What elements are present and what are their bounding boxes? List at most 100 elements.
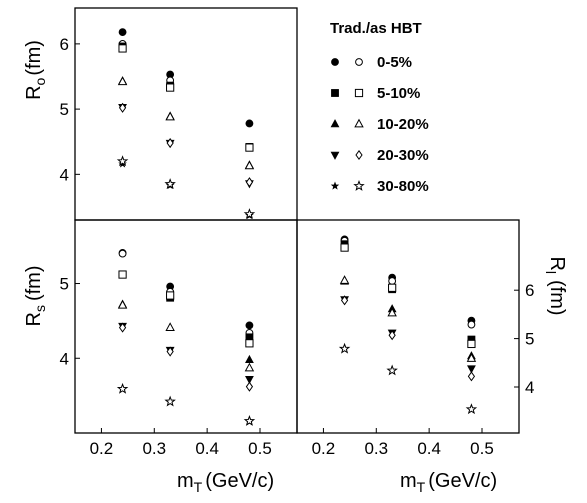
legend-ashbt-20-30pct-marker (355, 149, 363, 161)
rs-x-tick-label: 0.2 (90, 439, 114, 458)
rl-ashbt-10-20pct-point (339, 275, 350, 284)
rs-ashbt-20-30pct-point (118, 322, 127, 333)
ro-ashbt-20-30pct-point (166, 137, 174, 149)
rs-ashbt-5-10pct-point (245, 339, 254, 348)
ro-ashbt-10-20pct-point (117, 76, 128, 86)
rl-y-tick-label: 4 (525, 378, 534, 397)
rs-ashbt-20-30pct-point (166, 346, 174, 357)
ro-ashbt-30-80pct-point (164, 178, 176, 189)
rs-y-tick-label: 5 (60, 275, 69, 294)
rs-ashbt-0-5pct-point (118, 249, 127, 258)
rs-x-axis-title-main: m (177, 470, 194, 492)
legend-label-0-5pct: 0-5% (377, 54, 412, 71)
rl-axis-title: Rl (fm) (543, 256, 568, 315)
rs-axis-title-unit: (fm) (23, 266, 45, 302)
ro-axis-title-main: R (23, 85, 45, 99)
rs-ashbt-20-30pct-point (245, 381, 254, 392)
rl-ashbt-20-30pct-point (340, 295, 349, 306)
rl-y-tick-label: 5 (525, 330, 534, 349)
rs-trad-0-5pct-point (245, 321, 254, 330)
ro-y-tick-label: 5 (60, 100, 69, 119)
rl-axis-title-main: R (546, 256, 568, 270)
legend-trad-0-5pct-marker (331, 58, 339, 66)
rs-axis-title-sub: s (32, 305, 48, 312)
rl-x-axis-title-sub: T (417, 479, 426, 495)
panel-ro-frame (74, 7, 298, 221)
legend: Trad./as HBT 0-5% 5-10% 10-20% 20-30% 30-80% (330, 20, 429, 195)
ro-ashbt-10-20pct-point (244, 160, 255, 170)
rl-x-axis-title-main: m (400, 470, 417, 492)
rs-x-tick-label: 0.5 (248, 439, 272, 458)
rs-axis-title-main: R (23, 312, 45, 326)
rl-ashbt-30-80pct-point (386, 364, 398, 376)
rl-ashbt-30-80pct-point (338, 342, 351, 354)
ro-y-tick-label: 6 (60, 35, 69, 54)
rl-ashbt-20-30pct-point (467, 371, 476, 382)
ro-y-tick-label: 4 (60, 165, 69, 184)
ro-axis-title: Ro(fm) (23, 40, 48, 100)
legend-label-10-20pct: 10-20% (377, 116, 429, 133)
ro-ashbt-5-10pct-point (118, 44, 127, 53)
panel-rl-frame (296, 219, 520, 434)
rs-y-tick-label: 4 (60, 349, 69, 368)
rl-x-tick-label: 0.3 (364, 439, 388, 458)
legend-ashbt-5-10pct-marker (354, 88, 364, 98)
legend-trad-5-10pct-marker (331, 89, 339, 97)
legend-ashbt-10-20pct-marker (354, 118, 364, 128)
rs-ashbt-10-20pct-point (244, 362, 255, 372)
rs-x-axis-title-unit: (GeV/c) (205, 470, 274, 492)
rs-ashbt-5-10pct-point (166, 291, 175, 300)
ro-trad-0-5pct-point (118, 28, 127, 37)
rl-ashbt-0-5pct-point (467, 320, 476, 329)
legend-trad-10-20pct-marker (330, 119, 340, 128)
legend-label-30-80pct: 30-80% (377, 178, 429, 195)
ro-ashbt-30-80pct-point (116, 155, 129, 167)
legend-trad-20-30pct-marker (330, 151, 340, 160)
rl-x-tick-label: 0.4 (417, 439, 441, 458)
ro-axis-title-sub: o (32, 77, 48, 85)
rl-x-axis-title: mT (GeV/c) (400, 470, 497, 495)
rl-y-tick-label: 6 (525, 281, 534, 300)
rs-ashbt-10-20pct-point (165, 322, 175, 332)
legend-label-5-10pct: 5-10% (377, 85, 420, 102)
ro-ashbt-30-80pct-point (243, 208, 256, 220)
rl-ashbt-30-80pct-point (465, 403, 478, 415)
rs-trad-20-30pct-point (245, 375, 254, 385)
rl-ashbt-10-20pct-point (466, 353, 477, 362)
rs-ashbt-10-20pct-point (117, 299, 128, 309)
rs-ashbt-5-10pct-point (118, 270, 127, 279)
rl-trad-20-30pct-point (467, 365, 476, 374)
ro-axis-title-unit: (fm) (23, 40, 45, 76)
rs-axis-title: Rs (fm) (23, 266, 48, 327)
rs-ashbt-30-80pct-point (116, 382, 129, 394)
rl-axis-title-sub: l (543, 271, 559, 274)
rs-ashbt-30-80pct-point (243, 415, 256, 426)
rl-ashbt-5-10pct-point (467, 339, 476, 349)
rl-axis-title-unit: (fm) (546, 280, 568, 316)
rs-ashbt-30-80pct-point (164, 395, 176, 407)
legend-ashbt-30-80pct-marker (353, 179, 365, 191)
rs-x-axis-title-sub: T (194, 479, 203, 495)
ro-ashbt-20-30pct-point (245, 177, 254, 188)
rl-ashbt-10-20pct-point (387, 307, 397, 317)
rl-ashbt-20-30pct-point (388, 330, 396, 341)
rs-x-tick-label: 0.3 (142, 439, 166, 458)
rs-x-axis-title: mT (GeV/c) (177, 470, 274, 495)
legend-title: Trad./as HBT (330, 20, 422, 37)
rs-x-tick-label: 0.4 (195, 439, 219, 458)
rl-ashbt-0-5pct-point (388, 277, 397, 285)
rl-x-tick-label: 0.5 (470, 439, 494, 458)
ro-ashbt-5-10pct-point (245, 143, 254, 152)
rl-x-axis-title-unit: (GeV/c) (428, 470, 497, 492)
ro-ashbt-10-20pct-point (165, 111, 175, 121)
legend-ashbt-0-5pct-marker (355, 58, 363, 66)
ro-trad-0-5pct-point (245, 119, 254, 128)
legend-label-20-30pct: 20-30% (377, 147, 429, 164)
rs-trad-10-20pct-point (245, 354, 254, 363)
rl-x-tick-label: 0.2 (312, 439, 336, 458)
panel-rs-frame (74, 219, 298, 434)
ro-ashbt-20-30pct-point (118, 102, 127, 113)
rl-ashbt-5-10pct-point (340, 243, 349, 252)
ro-ashbt-5-10pct-point (166, 83, 175, 92)
